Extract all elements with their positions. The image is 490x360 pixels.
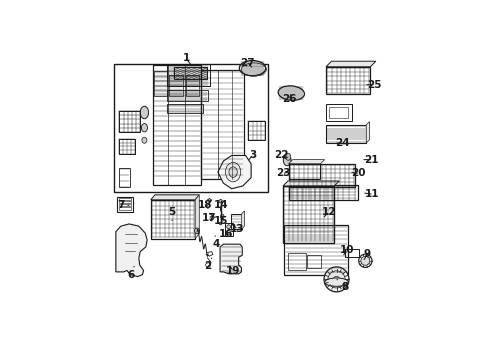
Polygon shape: [116, 224, 147, 276]
Text: 7: 7: [118, 201, 128, 210]
Text: 10: 10: [340, 245, 354, 255]
Ellipse shape: [239, 60, 266, 76]
Text: 23: 23: [276, 168, 290, 179]
Bar: [167, 64, 210, 86]
Polygon shape: [366, 122, 369, 143]
Bar: [119, 207, 130, 210]
Text: 24: 24: [335, 138, 350, 148]
Text: 21: 21: [364, 155, 379, 165]
Bar: [326, 125, 366, 143]
Text: 16: 16: [219, 229, 233, 239]
Bar: [119, 204, 130, 206]
Text: 20: 20: [351, 168, 366, 179]
Text: 9: 9: [364, 249, 371, 260]
Text: 13: 13: [229, 224, 244, 234]
Bar: [170, 75, 183, 96]
Bar: [284, 225, 348, 275]
Ellipse shape: [142, 137, 147, 143]
Text: 3: 3: [249, 150, 256, 161]
Text: 8: 8: [337, 279, 348, 292]
Text: 15: 15: [213, 216, 228, 226]
Bar: [329, 107, 348, 118]
Bar: [289, 164, 320, 179]
Bar: [120, 168, 130, 187]
Text: 12: 12: [321, 207, 336, 217]
Polygon shape: [195, 195, 199, 239]
Ellipse shape: [283, 155, 291, 166]
Ellipse shape: [229, 167, 237, 177]
Bar: [326, 67, 370, 94]
Text: 1: 1: [182, 53, 191, 64]
Bar: [114, 64, 268, 192]
Ellipse shape: [286, 153, 291, 160]
Bar: [225, 223, 233, 236]
Text: 2: 2: [204, 258, 212, 271]
Bar: [151, 200, 195, 239]
Bar: [231, 214, 242, 229]
Ellipse shape: [140, 106, 148, 119]
Polygon shape: [220, 244, 242, 274]
Text: 18: 18: [198, 201, 213, 210]
Ellipse shape: [324, 267, 349, 292]
Bar: [117, 197, 133, 212]
Ellipse shape: [227, 231, 231, 234]
Text: 22: 22: [274, 150, 289, 161]
Ellipse shape: [325, 278, 348, 286]
Polygon shape: [151, 195, 199, 200]
Ellipse shape: [361, 256, 370, 265]
Ellipse shape: [359, 254, 372, 267]
Text: 25: 25: [367, 80, 382, 90]
Bar: [326, 104, 352, 121]
Ellipse shape: [334, 276, 340, 283]
Ellipse shape: [219, 199, 222, 203]
Text: 27: 27: [241, 58, 255, 68]
Ellipse shape: [195, 228, 199, 234]
Ellipse shape: [219, 222, 222, 225]
Bar: [307, 255, 321, 268]
Polygon shape: [242, 211, 245, 229]
Bar: [119, 201, 130, 203]
Ellipse shape: [278, 86, 304, 100]
Bar: [289, 164, 355, 187]
Bar: [167, 104, 203, 113]
Bar: [173, 67, 207, 79]
Bar: [288, 253, 306, 270]
Text: 11: 11: [365, 189, 380, 199]
Bar: [120, 111, 140, 132]
Text: 14: 14: [213, 201, 228, 211]
Ellipse shape: [141, 123, 147, 132]
Polygon shape: [326, 61, 376, 67]
Bar: [119, 198, 130, 200]
Text: 19: 19: [226, 266, 240, 275]
Bar: [289, 185, 358, 200]
Bar: [120, 139, 135, 154]
Ellipse shape: [225, 162, 241, 182]
Bar: [283, 186, 334, 243]
Text: 4: 4: [213, 236, 220, 249]
Bar: [154, 71, 168, 96]
Bar: [153, 66, 201, 185]
Bar: [201, 69, 244, 179]
Polygon shape: [218, 156, 251, 189]
Ellipse shape: [227, 225, 231, 229]
Text: 5: 5: [169, 207, 176, 221]
Polygon shape: [289, 159, 324, 164]
Bar: [186, 75, 199, 96]
Polygon shape: [283, 181, 339, 186]
Text: 17: 17: [202, 213, 216, 223]
Bar: [345, 249, 359, 257]
Bar: [167, 90, 208, 102]
Bar: [248, 121, 265, 140]
Ellipse shape: [328, 271, 345, 288]
Text: 6: 6: [127, 266, 134, 280]
Text: 26: 26: [282, 94, 296, 104]
Ellipse shape: [220, 214, 224, 219]
